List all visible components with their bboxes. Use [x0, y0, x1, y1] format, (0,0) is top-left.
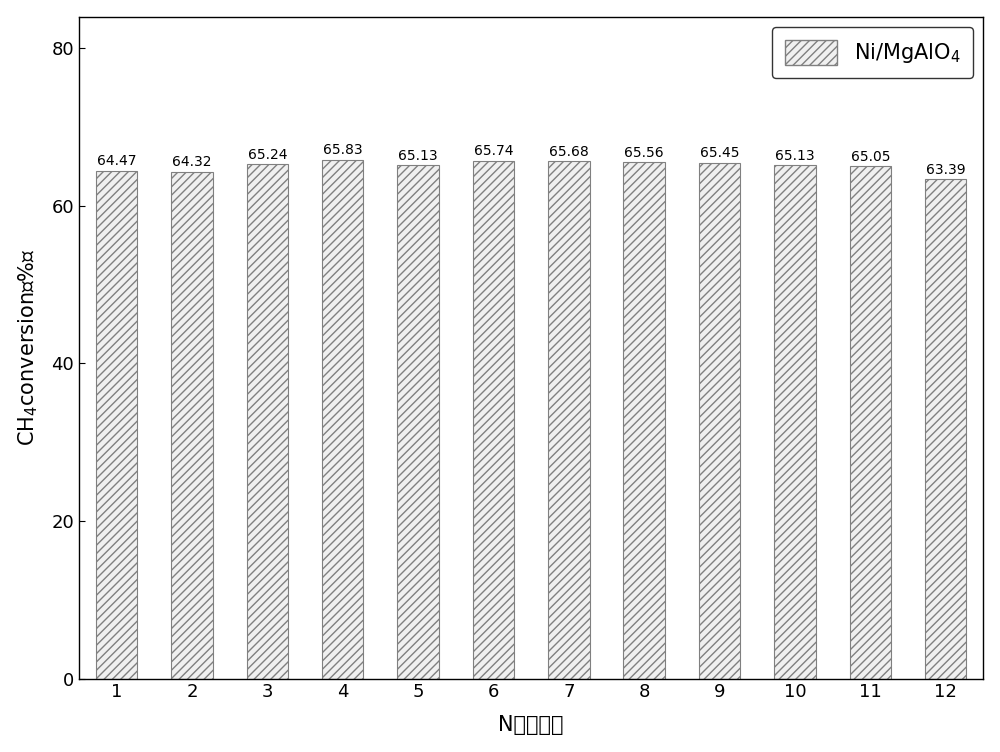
- Legend: Ni/MgAlO$_4$: Ni/MgAlO$_4$: [772, 27, 973, 77]
- Bar: [623, 162, 665, 678]
- Bar: [247, 165, 288, 678]
- Bar: [925, 179, 966, 678]
- Bar: [473, 161, 514, 678]
- Bar: [548, 161, 590, 678]
- Text: 65.45: 65.45: [700, 147, 739, 160]
- Bar: [397, 165, 439, 678]
- Text: 65.83: 65.83: [323, 144, 363, 157]
- Text: 64.47: 64.47: [97, 154, 136, 168]
- Text: 63.39: 63.39: [926, 162, 965, 177]
- Bar: [699, 163, 740, 678]
- Bar: [171, 171, 213, 678]
- Text: 65.05: 65.05: [851, 150, 890, 164]
- Text: 64.32: 64.32: [172, 156, 212, 169]
- Bar: [850, 166, 891, 678]
- Text: 65.13: 65.13: [775, 149, 815, 163]
- Bar: [322, 160, 363, 678]
- Text: 65.68: 65.68: [549, 144, 589, 159]
- Text: 65.74: 65.74: [474, 144, 513, 158]
- Text: 65.13: 65.13: [398, 149, 438, 163]
- Y-axis label: CH$_4$conversion（%）: CH$_4$conversion（%）: [17, 249, 40, 447]
- Text: 65.56: 65.56: [624, 146, 664, 159]
- Bar: [774, 165, 816, 678]
- Text: 65.24: 65.24: [248, 148, 287, 162]
- Bar: [96, 171, 137, 678]
- X-axis label: N（次数）: N（次数）: [498, 715, 564, 735]
